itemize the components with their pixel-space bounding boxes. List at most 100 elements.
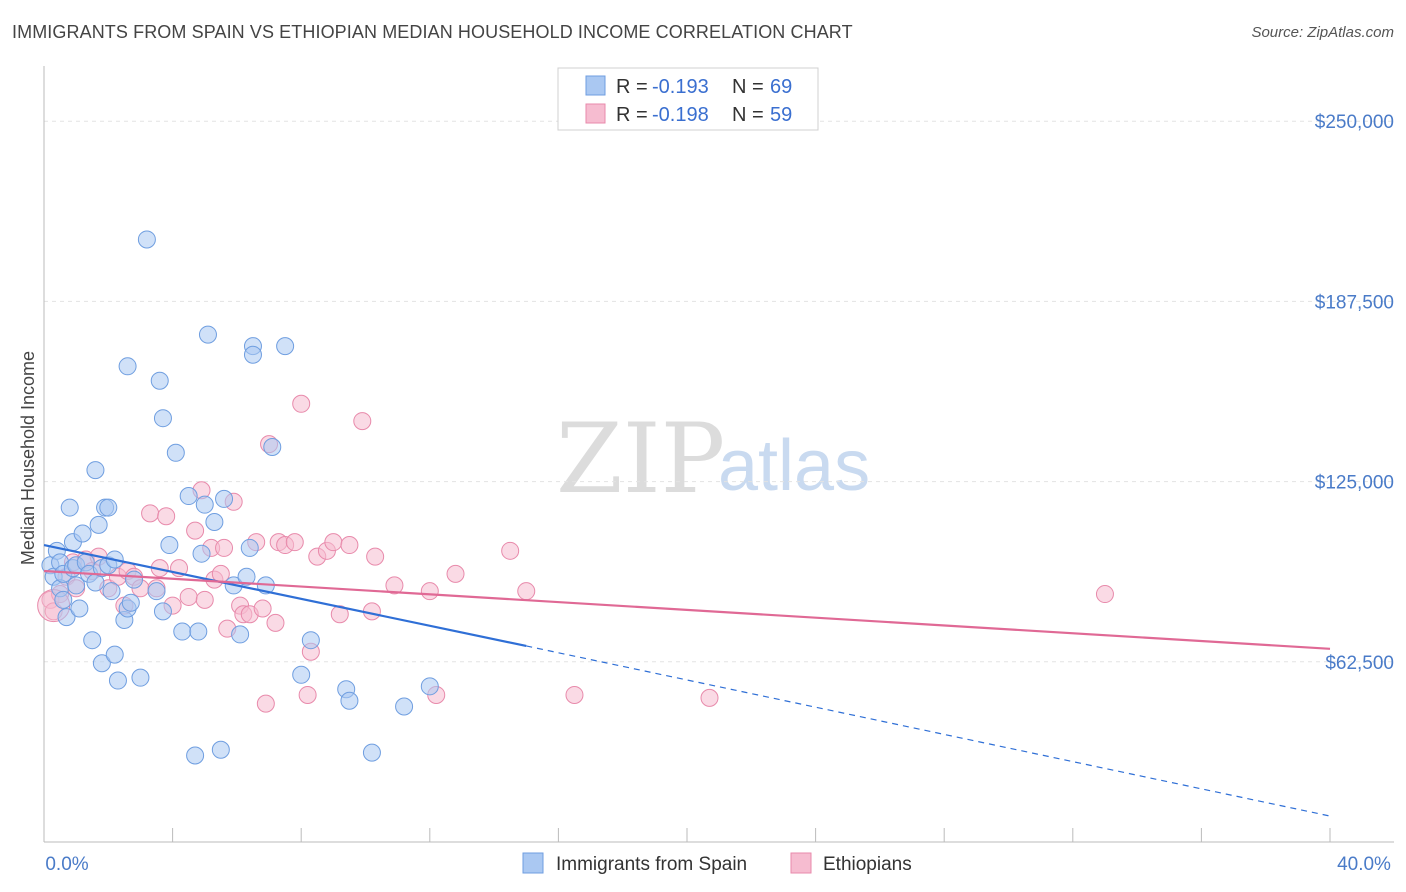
data-point-spain bbox=[420, 677, 439, 696]
data-point-spain bbox=[160, 536, 179, 555]
watermark-zip: ZIP bbox=[556, 403, 725, 515]
y-tick-label: $125,000 bbox=[1315, 473, 1394, 494]
data-point-spain bbox=[195, 495, 214, 514]
data-point-spain bbox=[54, 590, 73, 609]
data-point-spain bbox=[198, 325, 217, 344]
y-axis-label: Median Household Income bbox=[18, 351, 38, 565]
data-point-ethiopians bbox=[366, 547, 385, 566]
legend-r-value-spain: -0.193 bbox=[652, 76, 709, 98]
legend: R = -0.193 N = 69 R = -0.198 N = 59 bbox=[557, 67, 819, 131]
legend-r-label-ethiopians: R = bbox=[616, 104, 648, 126]
data-point-ethiopians bbox=[186, 521, 205, 540]
data-point-spain bbox=[137, 230, 156, 249]
y-tick-labels: $62,500 $125,000 $187,500 $250,000 bbox=[1315, 112, 1394, 674]
data-point-ethiopians bbox=[420, 582, 439, 601]
data-point-spain bbox=[73, 524, 92, 543]
data-point-spain bbox=[301, 631, 320, 650]
data-point-spain bbox=[173, 622, 192, 641]
legend-r-value-ethiopians: -0.198 bbox=[652, 104, 709, 126]
data-point-spain bbox=[166, 443, 185, 462]
data-point-ethiopians bbox=[700, 688, 719, 707]
data-point-spain bbox=[153, 602, 172, 621]
y-tick-label: $62,500 bbox=[1325, 653, 1394, 674]
y-tick-label: $187,500 bbox=[1315, 292, 1394, 313]
legend-r-label-spain: R = bbox=[616, 76, 648, 98]
data-point-spain bbox=[121, 593, 140, 612]
data-point-spain bbox=[57, 608, 76, 627]
data-point-spain bbox=[243, 345, 262, 364]
data-point-spain bbox=[67, 576, 86, 595]
data-point-ethiopians bbox=[340, 536, 359, 555]
data-point-ethiopians bbox=[292, 394, 311, 413]
legend-n-value-spain: 69 bbox=[770, 76, 792, 98]
data-point-spain bbox=[86, 461, 105, 480]
x-tick-label-min: 0.0% bbox=[45, 854, 88, 875]
data-point-spain bbox=[89, 515, 108, 534]
data-point-spain bbox=[292, 665, 311, 684]
axes bbox=[43, 66, 1394, 843]
data-point-spain bbox=[240, 538, 259, 557]
trendline-ethiopians bbox=[43, 569, 1331, 650]
data-point-spain bbox=[276, 337, 295, 356]
data-point-spain bbox=[211, 740, 230, 759]
x-tick-labels: 0.0% 40.0% bbox=[45, 854, 1391, 875]
data-point-spain bbox=[60, 498, 79, 517]
data-point-ethiopians bbox=[517, 582, 536, 601]
x-tick-label-max: 40.0% bbox=[1337, 854, 1391, 875]
data-point-ethiopians bbox=[565, 685, 584, 704]
legend-n-label-ethiopians: N = bbox=[732, 104, 764, 126]
legend-swatch-ethiopians bbox=[585, 103, 606, 124]
data-point-spain bbox=[215, 489, 234, 508]
data-point-spain bbox=[150, 371, 169, 390]
data-point-ethiopians bbox=[298, 685, 317, 704]
data-point-spain bbox=[395, 697, 414, 716]
series-legend-label-spain: Immigrants from Spain bbox=[556, 854, 747, 875]
legend-n-value-ethiopians: 59 bbox=[770, 104, 792, 126]
data-point-spain bbox=[231, 625, 250, 644]
data-point-ethiopians bbox=[256, 694, 275, 713]
data-point-spain bbox=[83, 631, 102, 650]
data-point-ethiopians bbox=[1095, 585, 1114, 604]
data-point-ethiopians bbox=[385, 576, 404, 595]
data-point-spain bbox=[102, 582, 121, 601]
data-point-spain bbox=[362, 743, 381, 762]
data-point-ethiopians bbox=[324, 533, 343, 552]
data-point-spain bbox=[92, 654, 111, 673]
data-point-ethiopians bbox=[330, 605, 349, 624]
data-point-ethiopians bbox=[285, 533, 304, 552]
series-legend-swatch-ethiopians bbox=[790, 852, 812, 874]
trendline-spain-extension bbox=[526, 645, 1331, 817]
data-point-spain bbox=[186, 746, 205, 765]
data-point-ethiopians bbox=[141, 504, 160, 523]
data-point-spain bbox=[99, 498, 118, 517]
data-point-ethiopians bbox=[195, 590, 214, 609]
data-point-ethiopians bbox=[266, 613, 285, 632]
legend-swatch-spain bbox=[585, 75, 606, 96]
spain-points bbox=[41, 230, 439, 765]
data-point-spain bbox=[108, 671, 127, 690]
data-point-ethiopians bbox=[501, 541, 520, 560]
chart-title: IMMIGRANTS FROM SPAIN VS ETHIOPIAN MEDIA… bbox=[12, 22, 853, 42]
data-point-ethiopians bbox=[446, 564, 465, 583]
data-point-ethiopians bbox=[157, 507, 176, 526]
series-legend: Immigrants from Spain Ethiopians bbox=[522, 852, 912, 875]
trendlines bbox=[43, 543, 1331, 817]
data-point-spain bbox=[153, 409, 172, 428]
data-point-spain bbox=[189, 622, 208, 641]
data-point-ethiopians bbox=[215, 538, 234, 557]
series-legend-swatch-spain bbox=[522, 852, 544, 874]
data-point-spain bbox=[237, 567, 256, 586]
data-point-spain bbox=[205, 512, 224, 531]
watermark-atlas: atlas bbox=[718, 426, 870, 506]
data-point-spain bbox=[118, 357, 137, 376]
trendline-spain bbox=[43, 543, 527, 648]
data-point-ethiopians bbox=[353, 412, 372, 431]
y-tick-label: $250,000 bbox=[1315, 112, 1394, 133]
data-point-spain bbox=[105, 645, 124, 664]
legend-n-label-spain: N = bbox=[732, 76, 764, 98]
data-point-spain bbox=[192, 544, 211, 563]
series-legend-label-ethiopians: Ethiopians bbox=[823, 854, 912, 875]
data-point-spain bbox=[263, 438, 282, 457]
data-point-spain bbox=[131, 668, 150, 687]
